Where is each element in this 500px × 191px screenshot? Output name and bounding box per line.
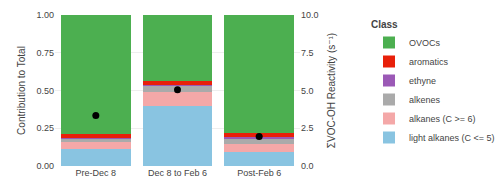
- svg-text:2.5: 2.5: [301, 123, 314, 133]
- svg-text:Class: Class: [371, 19, 398, 30]
- svg-text:0.50: 0.50: [36, 86, 54, 96]
- svg-text:Dec 8 to Feb 6: Dec 8 to Feb 6: [148, 168, 207, 178]
- svg-text:OVOCs: OVOCs: [409, 38, 441, 48]
- svg-text:alkanes (C >= 6): alkanes (C >= 6): [409, 114, 476, 124]
- svg-text:Contribution to Total: Contribution to Total: [16, 46, 27, 135]
- svg-text:10.0: 10.0: [301, 10, 319, 20]
- svg-text:0.75: 0.75: [36, 48, 54, 58]
- svg-text:7.5: 7.5: [301, 48, 314, 58]
- svg-text:light alkanes (C <= 5): light alkanes (C <= 5): [409, 133, 495, 143]
- svg-text:Pre-Dec 8: Pre-Dec 8: [76, 168, 117, 178]
- svg-text:0.0: 0.0: [301, 161, 314, 171]
- svg-text:alkenes: alkenes: [409, 95, 441, 105]
- svg-text:ethyne: ethyne: [409, 76, 436, 86]
- svg-text:ΣVOC-OH Reactivity (s⁻¹): ΣVOC-OH Reactivity (s⁻¹): [326, 33, 337, 148]
- svg-text:0.00: 0.00: [36, 161, 54, 171]
- svg-text:aromatics: aromatics: [409, 57, 449, 67]
- svg-text:1.00: 1.00: [36, 10, 54, 20]
- svg-text:0.25: 0.25: [36, 123, 54, 133]
- svg-text:5.0: 5.0: [301, 86, 314, 96]
- svg-text:Post-Feb 6: Post-Feb 6: [237, 168, 281, 178]
